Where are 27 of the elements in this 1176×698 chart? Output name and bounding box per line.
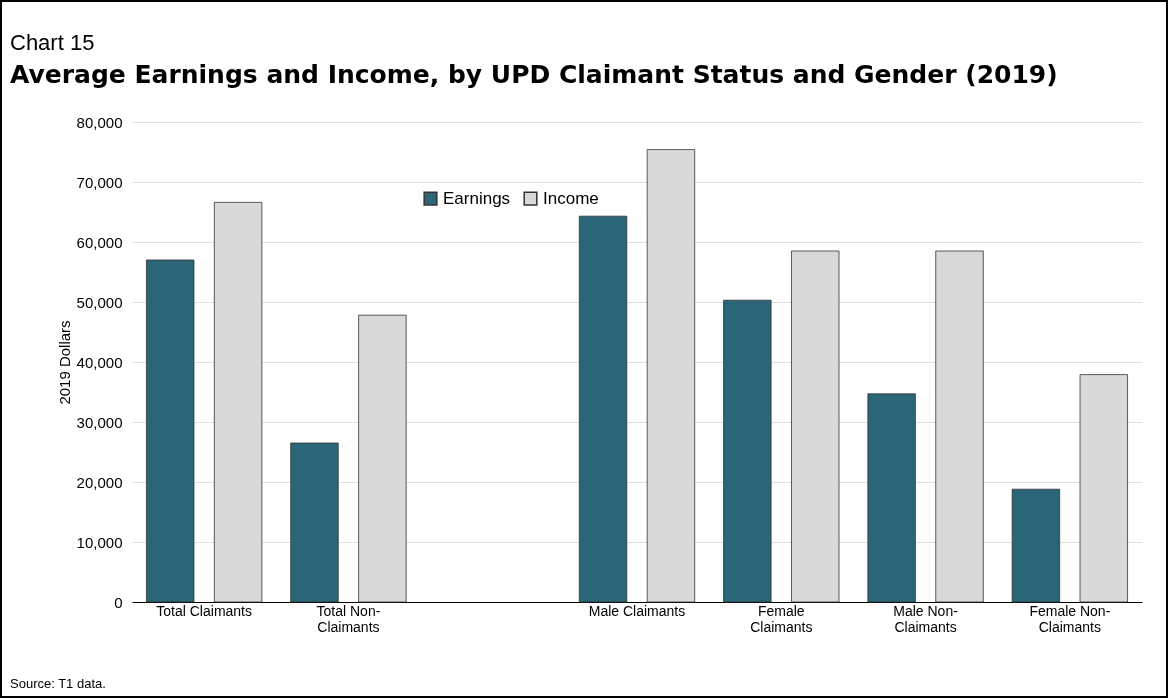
bar (723, 299, 772, 603)
y-axis-title: 2019 Dollars (55, 320, 73, 405)
bar (578, 215, 628, 603)
y-tick-label: 20,000 (76, 473, 123, 491)
x-tick-label: Female Non-Claimants (1029, 602, 1111, 635)
x-tick-label: Male Claimants (588, 602, 686, 619)
x-tick-label: Total Claimants (156, 602, 252, 619)
x-tick-label: Female Claimants (750, 602, 813, 635)
y-tick-label: 10,000 (76, 533, 123, 551)
y-tick-label: 50,000 (76, 293, 123, 311)
bar (1011, 488, 1061, 603)
legend-label: Income (543, 188, 599, 208)
source-note: Source: T1 data. (10, 676, 106, 691)
y-tick-label: 30,000 (76, 413, 123, 431)
y-tick-label: 40,000 (76, 353, 123, 371)
legend-label: Earnings (443, 188, 511, 208)
y-tick-label: 80,000 (76, 113, 123, 131)
y-tick-label: 70,000 (76, 173, 123, 191)
chart-subtitle: Chart 15 (10, 30, 95, 56)
bar (867, 393, 916, 603)
x-tick-label: Male Non-Claimants (893, 602, 959, 635)
x-tick-label: Total Non-Claimants (316, 602, 381, 635)
bar (290, 442, 339, 603)
bar (146, 259, 195, 603)
y-tick-label: 0 (114, 593, 123, 611)
y-tick-label: 60,000 (76, 233, 123, 251)
chart-title: Average Earnings and Income, by UPD Claimant Status and Gender (2019) (10, 60, 1058, 89)
